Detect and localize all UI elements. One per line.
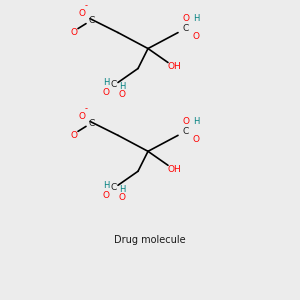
Text: O: O xyxy=(118,193,125,202)
Text: O: O xyxy=(182,117,190,126)
Text: -: - xyxy=(85,104,88,113)
Text: -: - xyxy=(85,1,88,10)
Text: H: H xyxy=(119,185,125,194)
Text: O: O xyxy=(79,9,86,18)
Text: O: O xyxy=(79,112,86,121)
Text: Drug molecule: Drug molecule xyxy=(114,235,186,245)
Text: OH: OH xyxy=(167,62,181,71)
Text: O: O xyxy=(70,28,77,37)
Text: C: C xyxy=(183,24,189,33)
Text: O: O xyxy=(70,131,77,140)
Text: C: C xyxy=(89,16,95,25)
Text: O: O xyxy=(193,135,200,144)
Text: H: H xyxy=(119,82,125,91)
Text: O: O xyxy=(103,88,110,97)
Text: H: H xyxy=(103,181,109,190)
Text: C: C xyxy=(183,127,189,136)
Text: H: H xyxy=(103,78,109,87)
Text: C: C xyxy=(111,80,117,89)
Text: O: O xyxy=(118,90,125,99)
Text: O: O xyxy=(182,14,190,23)
Text: OH: OH xyxy=(167,165,181,174)
Text: O: O xyxy=(193,32,200,41)
Text: O: O xyxy=(103,191,110,200)
Text: C: C xyxy=(111,183,117,192)
Text: C: C xyxy=(89,119,95,128)
Text: H: H xyxy=(193,14,199,23)
Text: H: H xyxy=(193,117,199,126)
